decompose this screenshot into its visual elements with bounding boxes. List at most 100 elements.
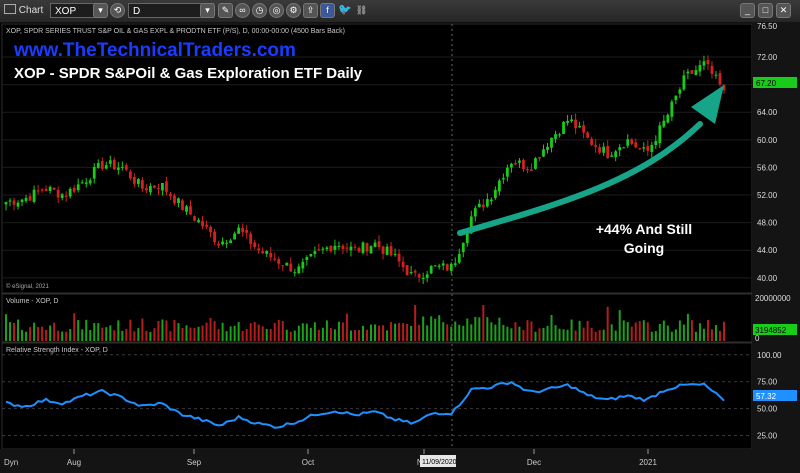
volume-bar [650,331,653,341]
volume-bar [718,330,721,341]
volume-bar [109,325,112,341]
chart-title: XOP - SPDR S&POil & Gas Exploration ETF … [14,65,363,82]
price-tick-label: 60.00 [757,136,778,145]
symbol-dropdown-chevron-icon[interactable]: ▾ [93,3,108,18]
volume-bar [157,320,160,341]
price-tick-label: 40.00 [757,274,778,283]
volume-bar [353,330,356,341]
volume-bar [534,331,537,341]
candle-body [24,198,28,201]
volume-top-label: 20000000 [755,294,791,303]
candle-body [518,160,521,163]
candle-body [642,147,646,149]
interval-value: D [133,6,141,17]
candle-body [124,165,128,170]
volume-bar [662,320,665,341]
volume-bar [518,326,521,341]
candle-body [116,167,120,170]
volume-bar [153,328,156,341]
candle-body [469,216,473,234]
refresh-icon[interactable]: ⟲ [110,3,125,18]
candle-body [341,245,345,249]
volume-bar [678,320,681,341]
dyn-label: Dyn [4,458,18,467]
volume-bar [345,313,348,341]
chart-toolbar: Chart XOP ▾ ⟲ D ▾ ✎ ∞ ◷ ◎ ⚙ ⇪ f 🐦 ⛓ _ □ … [0,0,800,23]
interval-dropdown-chevron-icon[interactable]: ▾ [200,3,215,18]
candle-body [161,182,164,191]
compare-icon[interactable]: ◎ [269,3,284,18]
candle-body [84,182,88,184]
candle-body [453,263,457,265]
volume-bar [570,319,573,341]
candle-body [610,155,614,157]
volume-bar [325,320,328,341]
volume-bar [161,319,164,341]
volume-bar [646,322,649,341]
volume-bar [245,329,248,341]
trend-arrow [457,121,703,236]
volume-bar [241,330,244,341]
candle-body [285,262,289,266]
candle-body [365,243,369,252]
candle-body [16,202,20,207]
volume-bar [602,329,605,341]
candle-body [489,199,493,202]
candle-body [8,200,12,202]
volume-bar [209,317,212,341]
volume-bar [558,328,561,341]
volume-bar [406,323,409,341]
candle-body [149,186,152,193]
facebook-icon[interactable]: f [320,3,335,18]
link-icon[interactable]: ∞ [235,3,250,18]
candle-body [257,248,261,251]
volume-bar [101,327,104,341]
x-tick-label: Sep [187,458,202,467]
draw-tool-icon[interactable]: ✎ [218,3,233,18]
candle-body [237,227,241,234]
volume-bar [682,324,685,341]
clock-icon[interactable]: ◷ [252,3,267,18]
y-axis-strip [752,22,800,449]
twitter-icon[interactable]: 🐦 [338,4,352,16]
volume-bar [422,316,425,341]
candle-body [421,277,425,279]
volume-bar [49,325,52,341]
candle-body [12,200,16,205]
volume-bar [105,327,108,341]
volume-bar [293,330,296,341]
candle-body [369,246,373,254]
candle-body [574,119,577,129]
candle-body [550,137,553,148]
volume-bar [462,325,465,341]
volume-bar [723,321,725,341]
settings-gear-icon[interactable]: ⚙ [286,3,301,18]
chart-area[interactable]: 76.5072.0068.0064.0060.0056.0052.0048.00… [0,22,800,473]
volume-bar [366,329,369,341]
candle-body [289,263,293,272]
candle-body [60,194,64,198]
candle-body [48,186,52,192]
volume-bar [269,328,272,341]
maximize-icon[interactable]: □ [758,3,773,18]
candle-body [277,259,281,264]
cursor-date-tag [420,455,456,467]
volume-bar [117,320,120,341]
candle-body [233,233,237,240]
chart-window-icon [4,4,16,14]
candle-body [393,254,397,256]
minimize-icon[interactable]: _ [740,3,755,18]
candle-body [425,274,429,279]
volume-bar [69,329,72,341]
candle-body [297,266,301,274]
share-icon[interactable]: ⇪ [303,3,318,18]
close-icon[interactable]: ✕ [776,3,791,18]
volume-bar [610,324,613,341]
price-tick-label: 48.00 [757,219,778,228]
link-share-icon[interactable]: ⛓ [355,5,368,15]
candle-body [562,121,565,134]
volume-bar [177,323,180,341]
volume-bar [329,328,332,341]
volume-bar [265,328,268,341]
volume-bar [414,305,417,341]
